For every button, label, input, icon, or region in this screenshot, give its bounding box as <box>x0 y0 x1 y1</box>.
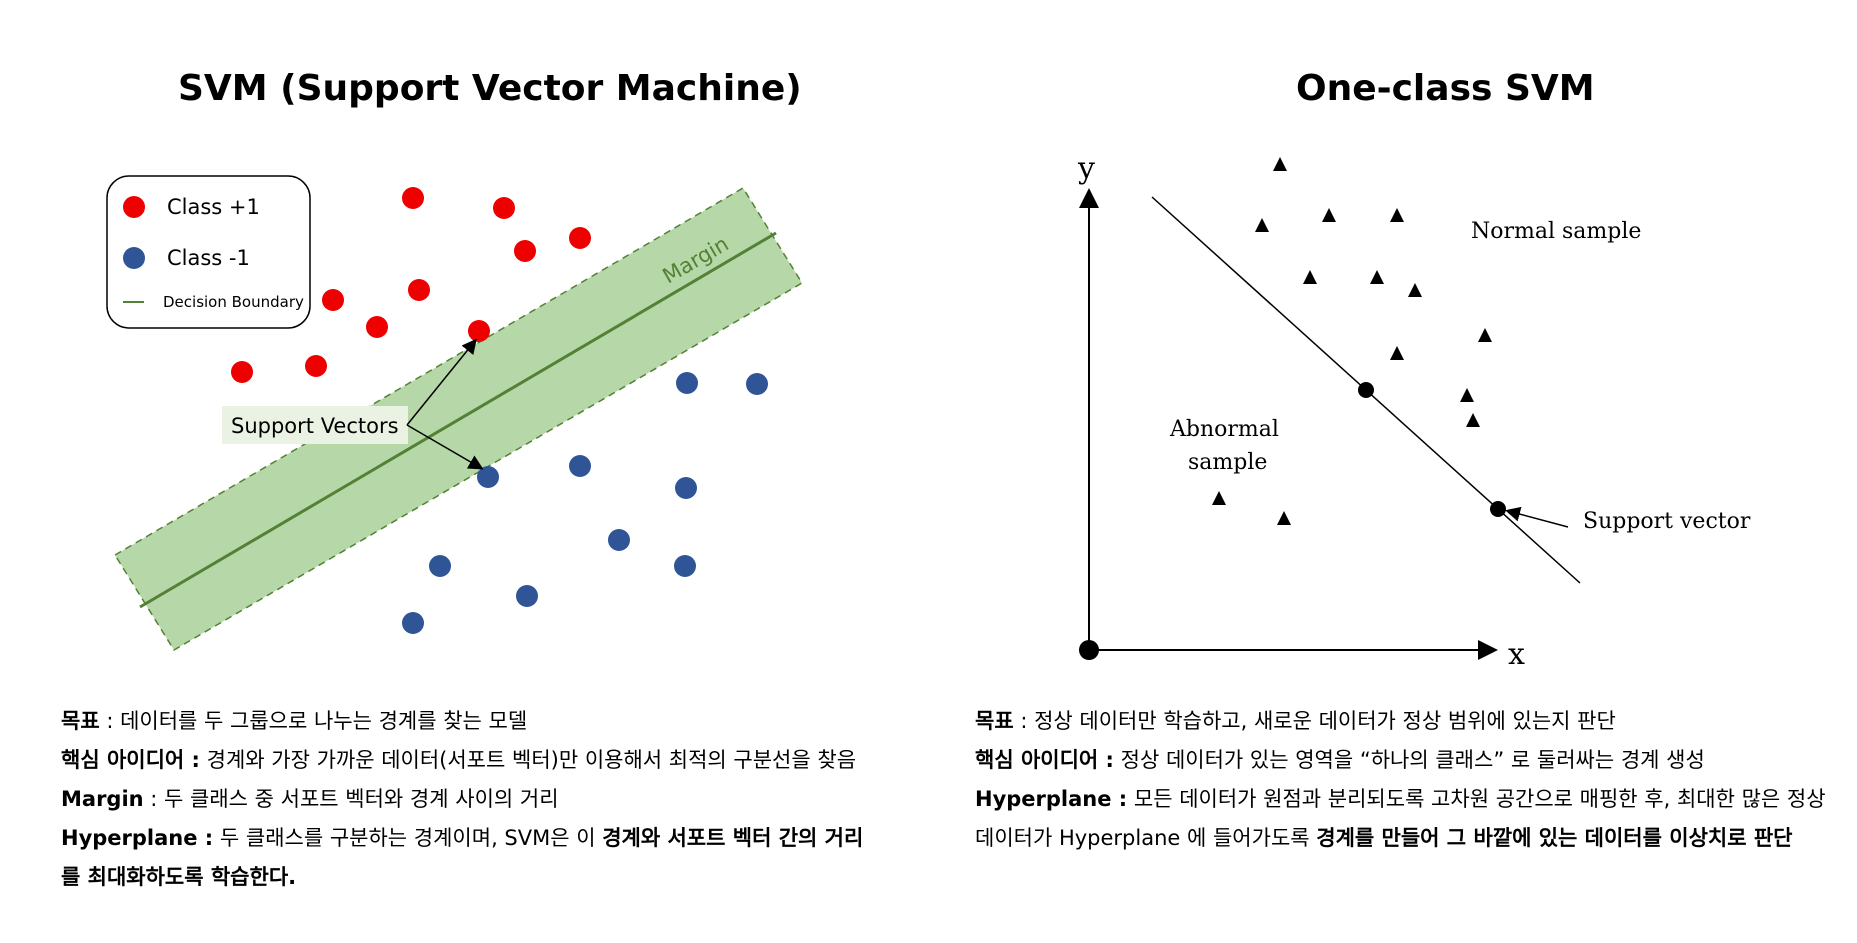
class-pos-point <box>569 227 591 249</box>
normal-sample <box>1460 388 1474 402</box>
legend-label-boundary: Decision Boundary <box>163 293 304 311</box>
ocsvm-hyperplane: Hyperplane : 모든 데이터가 원점과 분리되도록 고차원 공간으로 … <box>975 780 1841 858</box>
class-pos-point <box>305 355 327 377</box>
normal-sample <box>1478 328 1492 342</box>
class-neg-points <box>402 372 768 634</box>
legend: Class +1 Class -1 Decision Boundary <box>106 175 311 329</box>
svm-idea: 핵심 아이디어 : 경계와 가장 가까운 데이터(서포트 벡터)만 이용해서 최… <box>61 741 881 780</box>
svm-hyperplane: Hyperplane : 두 클래스를 구분하는 경계이며, SVM은 이 경계… <box>61 819 881 897</box>
ocsvm-idea-text: 정상 데이터가 있는 영역을 “하나의 클래스” 로 둘러싸는 경계 생성 <box>1113 748 1705 772</box>
legend-marker-class-neg <box>123 247 145 269</box>
class-pos-point <box>493 197 515 219</box>
class-neg-point <box>746 373 768 395</box>
svm-diagram: Margin Class +1 Class -1 Decision Bounda… <box>106 175 804 652</box>
svm-margin-text: : 두 클래스 중 서포트 벡터와 경계 사이의 거리 <box>143 787 559 811</box>
legend-box <box>106 175 311 329</box>
class-neg-point <box>477 466 499 488</box>
svm-hyperplane-label: Hyperplane : <box>61 826 214 850</box>
abnormal-sample-label-line2: sample <box>1188 450 1267 475</box>
ocsvm-hyperplane-label: Hyperplane : <box>975 787 1128 811</box>
svm-idea-label: 핵심 아이디어 : <box>61 748 200 772</box>
support-vector-arrow-up <box>406 338 477 426</box>
decision-boundary-line <box>139 231 777 609</box>
abnormal-sample <box>1212 491 1226 505</box>
ocsvm-goal: 목표 : 정상 데이터만 학습하고, 새로운 데이터가 정상 범위에 있는지 판… <box>975 702 1841 741</box>
class-neg-point <box>429 555 451 577</box>
support-vector-arrow <box>1505 506 1569 528</box>
ocsvm-description: 목표 : 정상 데이터만 학습하고, 새로운 데이터가 정상 범위에 있는지 판… <box>975 702 1841 858</box>
normal-sample-label: Normal sample <box>1471 219 1641 244</box>
abnormal-samples <box>1212 491 1291 525</box>
class-pos-point <box>408 279 430 301</box>
ocsvm-diagram: y x Normal sample Abnormal <box>1077 151 1751 672</box>
support-vector-arrow-down <box>406 424 484 470</box>
class-neg-point <box>516 585 538 607</box>
normal-sample <box>1273 157 1287 171</box>
legend-marker-class-pos <box>123 196 145 218</box>
ocsvm-goal-text: : 정상 데이터만 학습하고, 새로운 데이터가 정상 범위에 있는지 판단 <box>1013 709 1616 733</box>
ocsvm-support-vector-point <box>1490 501 1506 517</box>
ocsvm-support-vector-point <box>1358 382 1374 398</box>
svm-idea-text: 경계와 가장 가까운 데이터(서포트 벡터)만 이용해서 최적의 구분선을 찾음 <box>199 748 857 772</box>
class-neg-point <box>608 529 630 551</box>
abnormal-sample <box>1277 511 1291 525</box>
origin-point <box>1079 640 1099 660</box>
class-neg-point <box>675 477 697 499</box>
class-pos-point <box>514 240 536 262</box>
svm-margin-label: Margin <box>61 787 144 811</box>
class-neg-point <box>674 555 696 577</box>
normal-samples <box>1255 157 1492 427</box>
ocsvm-hyperplane-bold: 경계를 만들어 그 바깥에 있는 데이터를 이상치로 판단 <box>1316 826 1793 850</box>
class-neg-point <box>402 612 424 634</box>
class-pos-point <box>468 320 490 342</box>
class-neg-point <box>676 372 698 394</box>
ocsvm-hyperplane-text: 모든 데이터가 원점과 분리되도록 고차원 공간으로 매핑한 후, 최대한 많은… <box>975 787 1826 850</box>
legend-label-class-pos: Class +1 <box>167 195 260 219</box>
y-axis-label: y <box>1077 151 1095 186</box>
class-pos-point <box>402 187 424 209</box>
class-pos-point <box>322 289 344 311</box>
svm-hyperplane-bold: 경계와 서포트 벡터 간의 거리를 최대화하도록 학습한다. <box>61 826 864 889</box>
normal-sample <box>1370 270 1384 284</box>
support-vectors-label-bg <box>222 406 408 444</box>
ocsvm-idea-label: 핵심 아이디어 : <box>975 748 1114 772</box>
svm-description: 목표 : 데이터를 두 그룹으로 나누는 경계를 찾는 모델 핵심 아이디어 :… <box>61 702 881 897</box>
class-neg-point <box>569 455 591 477</box>
normal-sample <box>1390 346 1404 360</box>
ocsvm-title: One-class SVM <box>1296 68 1595 109</box>
x-axis-label: x <box>1508 637 1525 672</box>
support-vectors-label: Support Vectors <box>231 414 399 438</box>
normal-sample <box>1303 270 1317 284</box>
ocsvm-idea: 핵심 아이디어 : 정상 데이터가 있는 영역을 “하나의 클래스” 로 둘러싸… <box>975 741 1841 780</box>
svm-goal-label: 목표 <box>61 709 100 733</box>
class-pos-point <box>366 316 388 338</box>
svm-goal-text: : 데이터를 두 그룹으로 나누는 경계를 찾는 모델 <box>99 709 528 733</box>
normal-sample <box>1466 413 1480 427</box>
normal-sample <box>1390 208 1404 222</box>
svm-margin: Margin : 두 클래스 중 서포트 벡터와 경계 사이의 거리 <box>61 780 881 819</box>
svm-title: SVM (Support Vector Machine) <box>178 68 802 109</box>
class-pos-points <box>231 187 591 383</box>
support-vector-label: Support vector <box>1583 509 1751 534</box>
legend-label-class-neg: Class -1 <box>167 246 250 270</box>
class-pos-point <box>231 361 253 383</box>
ocsvm-goal-label: 목표 <box>975 709 1014 733</box>
normal-sample <box>1255 218 1269 232</box>
abnormal-sample-label-line1: Abnormal <box>1169 417 1279 442</box>
normal-sample <box>1408 283 1422 297</box>
normal-sample <box>1322 208 1336 222</box>
svm-goal: 목표 : 데이터를 두 그룹으로 나누는 경계를 찾는 모델 <box>61 702 881 741</box>
svm-hyperplane-text: 두 클래스를 구분하는 경계이며, SVM은 이 <box>213 826 603 850</box>
